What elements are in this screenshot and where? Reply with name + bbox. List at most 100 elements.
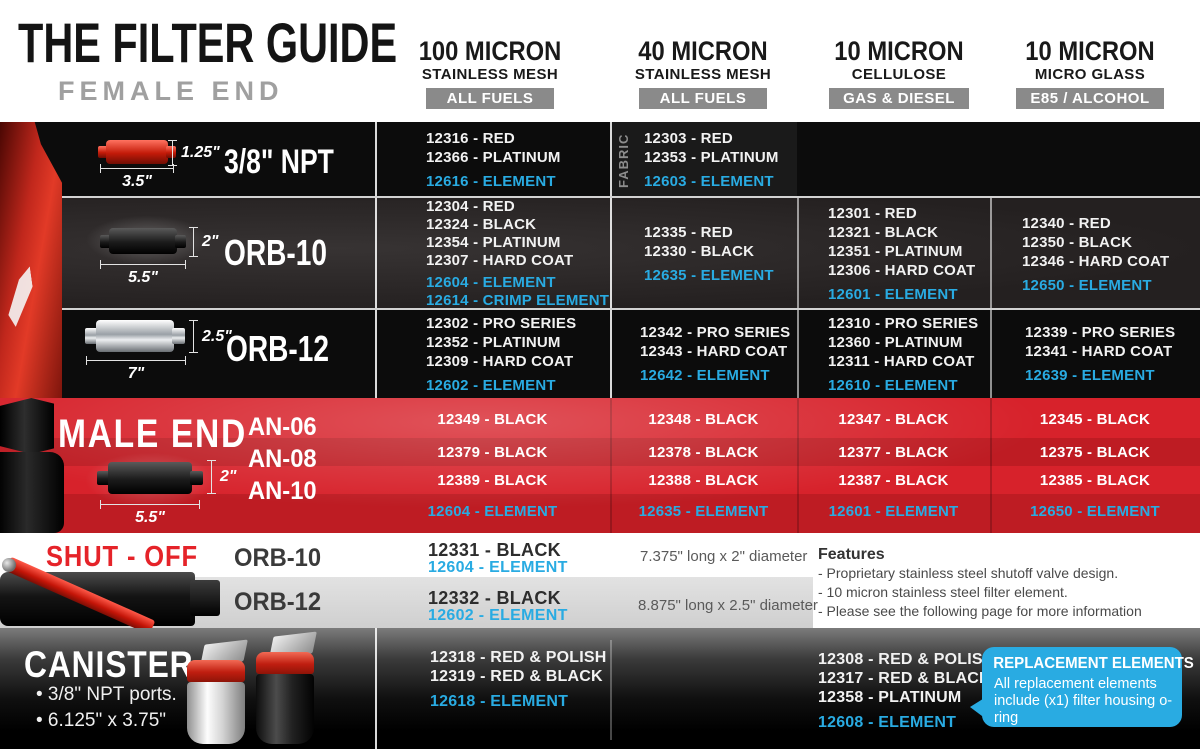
male-band-elements bbox=[0, 494, 1200, 533]
callout-body: All replacement elements include (x1) fi… bbox=[994, 676, 1173, 726]
column-media-label: MICRO GLASS bbox=[1034, 66, 1146, 83]
canister-cap bbox=[256, 652, 314, 674]
shutoff-orb10-element: 12604 - ELEMENT bbox=[428, 559, 568, 576]
fuel-badge: ALL FUELS bbox=[426, 88, 554, 109]
shutoff-orb10-size: 7.375" long x 2" diameter bbox=[640, 548, 808, 565]
column-divider bbox=[375, 628, 377, 749]
part-numbers: 12304 - RED 12324 - BLACK 12354 - PLATIN… bbox=[426, 198, 574, 269]
fitting-label-shutoff-orb10: ORB-10 bbox=[234, 544, 322, 572]
shutoff-orb12-element: 12602 - ELEMENT bbox=[428, 607, 568, 624]
male-length-dimension: 5.5" bbox=[100, 500, 200, 526]
part-numbers: 12342 - PRO SERIES 12343 - HARD COAT bbox=[640, 324, 791, 360]
canister-title: CANISTER bbox=[24, 644, 194, 685]
row-npt bbox=[0, 122, 1200, 198]
male-height-dimension: 2" bbox=[207, 460, 236, 494]
cell-an08-microglass: 12375 - BLACK bbox=[1039, 443, 1151, 461]
orb10-filter-photo bbox=[100, 226, 186, 256]
shutoff-valve-photo bbox=[0, 552, 230, 635]
part-numbers: 12339 - PRO SERIES 12341 - HARD COAT bbox=[1025, 324, 1176, 360]
column-header-10-micron-cellulose: 10 MICRON CELLULOSE GAS & DIESEL bbox=[794, 38, 1004, 109]
canister-cap bbox=[187, 660, 245, 682]
element-part-numbers: 12601 - ELEMENT bbox=[828, 286, 958, 303]
cell-male-element-microglass: 12650 - ELEMENT bbox=[1030, 503, 1160, 520]
cell-male-element-100micron: 12604 - ELEMENT bbox=[427, 503, 558, 520]
cell-an06-cellulose: 12347 - BLACK bbox=[838, 410, 949, 428]
element-part-numbers: 12642 - ELEMENT bbox=[640, 367, 770, 384]
fuel-badge: GAS & DIESEL bbox=[829, 88, 969, 109]
cell-an06-100micron: 12349 - BLACK bbox=[437, 410, 548, 428]
fitting-label-orb12: ORB-12 bbox=[226, 328, 329, 369]
cell-male-element-40micron: 12635 - ELEMENT bbox=[638, 503, 769, 520]
cell-an10-100micron: 12389 - BLACK bbox=[437, 471, 548, 489]
column-media-label: CELLULOSE bbox=[851, 66, 947, 83]
fitting-label-an10: AN-10 bbox=[248, 477, 317, 505]
shutoff-orb12-size: 8.875" long x 2.5" diameter bbox=[638, 597, 818, 614]
column-divider bbox=[797, 198, 799, 398]
orb12-height-dimension: 2.5" bbox=[189, 320, 232, 353]
row-orb12 bbox=[0, 310, 1200, 398]
cell-male-element-cellulose: 12601 - ELEMENT bbox=[828, 503, 959, 520]
fitting-label-shutoff-orb12: ORB-12 bbox=[234, 588, 322, 616]
canister-photo-black bbox=[256, 631, 317, 744]
part-numbers: 12303 - RED 12353 - PLATINUM bbox=[644, 130, 779, 166]
part-numbers: 12340 - RED 12350 - BLACK 12346 - HARD C… bbox=[1022, 214, 1170, 270]
column-micron-label: 40 MICRON bbox=[638, 36, 768, 66]
canister-body bbox=[187, 682, 245, 744]
orb12-length-dimension: 7" bbox=[86, 356, 186, 382]
column-header-10-micron-microglass: 10 MICRON MICRO GLASS E85 / ALCOHOL bbox=[985, 38, 1195, 109]
fuel-badge: E85 / ALCOHOL bbox=[1016, 88, 1164, 109]
callout-title: REPLACEMENT ELEMENTS bbox=[993, 655, 1194, 672]
part-numbers: 12308 - RED & POLISH 12317 - RED & BLACK… bbox=[818, 651, 995, 706]
element-part-numbers: 12650 - ELEMENT bbox=[1022, 276, 1152, 294]
part-numbers: 12318 - RED & POLISH 12319 - RED & BLACK bbox=[430, 649, 607, 685]
male-band-an08 bbox=[0, 438, 1200, 466]
cell-npt-100micron: 12316 - RED 12366 - PLATINUM 12616 - ELE… bbox=[426, 122, 561, 198]
column-micron-label: 100 MICRON bbox=[418, 36, 562, 66]
cell-an08-cellulose: 12377 - BLACK bbox=[838, 443, 949, 461]
element-part-numbers: 12639 - ELEMENT bbox=[1025, 367, 1155, 384]
features-title: Features bbox=[818, 546, 885, 563]
column-divider bbox=[610, 122, 612, 398]
male-fitting-photo-body bbox=[0, 452, 64, 533]
cell-canister-100micron: 12318 - RED & POLISH 12319 - RED & BLACK… bbox=[430, 648, 607, 712]
cell-orb10-cellulose: 12301 - RED 12321 - BLACK 12351 - PLATIN… bbox=[828, 198, 975, 310]
features-list: - Proprietary stainless steel shutoff va… bbox=[818, 565, 1142, 619]
part-numbers: 12301 - RED 12321 - BLACK 12351 - PLATIN… bbox=[828, 205, 976, 279]
element-part-numbers: 12602 - ELEMENT bbox=[426, 376, 556, 394]
npt-height-dimension: 1.25" bbox=[168, 140, 220, 166]
element-part-numbers: 12610 - ELEMENT bbox=[828, 376, 958, 394]
shutoff-orb10-part: 12331 - BLACK bbox=[428, 540, 561, 560]
cell-canister-cellulose: 12308 - RED & POLISH 12317 - RED & BLACK… bbox=[818, 650, 995, 731]
cell-orb10-microglass: 12340 - RED 12350 - BLACK 12346 - HARD C… bbox=[1022, 198, 1169, 310]
shutoff-orb12-part: 12332 - BLACK bbox=[428, 588, 561, 608]
column-divider bbox=[610, 398, 612, 533]
canister-specs: • 3/8" NPT ports. • 6.125" x 3.75" bbox=[36, 684, 177, 731]
row-divider bbox=[62, 308, 1200, 310]
row-orb10 bbox=[0, 198, 1200, 310]
element-part-numbers: 12603 - ELEMENT bbox=[644, 173, 774, 190]
cell-an10-microglass: 12385 - BLACK bbox=[1039, 471, 1151, 489]
male-end-title: MALE END bbox=[58, 412, 247, 456]
cell-an08-100micron: 12379 - BLACK bbox=[437, 443, 548, 461]
element-part-numbers: 12635 - ELEMENT bbox=[644, 267, 774, 284]
cell-orb12-cellulose: 12310 - PRO SERIES 12360 - PLATINUM 1231… bbox=[828, 310, 978, 398]
column-header-100-micron: 100 MICRON STAINLESS MESH ALL FUELS bbox=[385, 38, 595, 109]
cell-orb10-100micron: 12304 - RED 12324 - BLACK 12354 - PLATIN… bbox=[426, 198, 609, 310]
fitting-label-npt: 3/8" NPT bbox=[224, 143, 334, 181]
part-numbers: 12335 - RED 12330 - BLACK bbox=[644, 224, 755, 260]
element-part-numbers: 12618 - ELEMENT bbox=[430, 693, 569, 710]
cell-an06-microglass: 12345 - BLACK bbox=[1039, 410, 1151, 428]
cell-npt-40micron: 12303 - RED 12353 - PLATINUM 12603 - ELE… bbox=[644, 122, 779, 198]
cell-orb10-40micron: 12335 - RED 12330 - BLACK 12635 - ELEMEN… bbox=[644, 198, 774, 310]
row-divider bbox=[62, 196, 1200, 198]
column-micron-label: 10 MICRON bbox=[834, 36, 964, 66]
cell-an10-40micron: 12388 - BLACK bbox=[648, 471, 759, 489]
cell-orb12-40micron: 12342 - PRO SERIES 12343 - HARD COAT 126… bbox=[640, 310, 790, 398]
column-header-40-micron: 40 MICRON STAINLESS MESH ALL FUELS bbox=[598, 38, 808, 109]
element-part-numbers: 12604 - ELEMENT 12614 - CRIMP ELEMENT bbox=[426, 274, 610, 309]
part-numbers: 12310 - PRO SERIES 12360 - PLATINUM 1231… bbox=[828, 314, 979, 370]
replacement-elements-callout: REPLACEMENT ELEMENTS All replacement ele… bbox=[970, 647, 1194, 727]
cell-orb12-100micron: 12302 - PRO SERIES 12352 - PLATINUM 1230… bbox=[426, 310, 576, 398]
column-divider bbox=[990, 198, 992, 398]
